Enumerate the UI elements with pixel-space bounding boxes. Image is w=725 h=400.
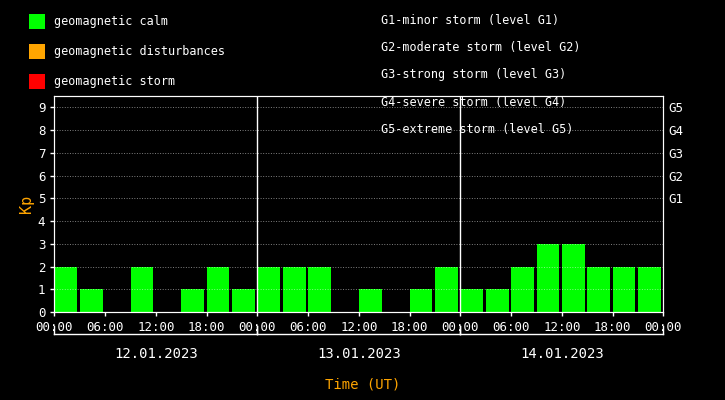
Text: G1-minor storm (level G1): G1-minor storm (level G1) — [381, 14, 559, 27]
Y-axis label: Kp: Kp — [19, 195, 33, 213]
Text: 14.01.2023: 14.01.2023 — [520, 347, 604, 361]
Text: G2-moderate storm (level G2): G2-moderate storm (level G2) — [381, 41, 580, 54]
Bar — [207, 266, 229, 312]
Bar — [486, 289, 508, 312]
Text: 13.01.2023: 13.01.2023 — [317, 347, 401, 361]
Bar — [460, 289, 483, 312]
Text: 12.01.2023: 12.01.2023 — [114, 347, 198, 361]
Bar — [232, 289, 255, 312]
Text: geomagnetic calm: geomagnetic calm — [54, 15, 167, 28]
Bar — [308, 266, 331, 312]
Bar — [587, 266, 610, 312]
Text: geomagnetic storm: geomagnetic storm — [54, 75, 175, 88]
Bar — [410, 289, 432, 312]
Bar — [435, 266, 458, 312]
Bar — [54, 266, 77, 312]
Text: G4-severe storm (level G4): G4-severe storm (level G4) — [381, 96, 566, 109]
Text: G5-extreme storm (level G5): G5-extreme storm (level G5) — [381, 123, 573, 136]
Bar — [359, 289, 381, 312]
Text: G3-strong storm (level G3): G3-strong storm (level G3) — [381, 68, 566, 82]
Bar — [511, 266, 534, 312]
Text: Time (UT): Time (UT) — [325, 378, 400, 392]
Bar — [562, 244, 584, 312]
Bar — [613, 266, 635, 312]
Bar — [283, 266, 306, 312]
Bar — [536, 244, 560, 312]
Bar — [257, 266, 280, 312]
Bar — [80, 289, 103, 312]
Text: geomagnetic disturbances: geomagnetic disturbances — [54, 45, 225, 58]
Bar — [181, 289, 204, 312]
Bar — [638, 266, 660, 312]
Bar — [130, 266, 154, 312]
